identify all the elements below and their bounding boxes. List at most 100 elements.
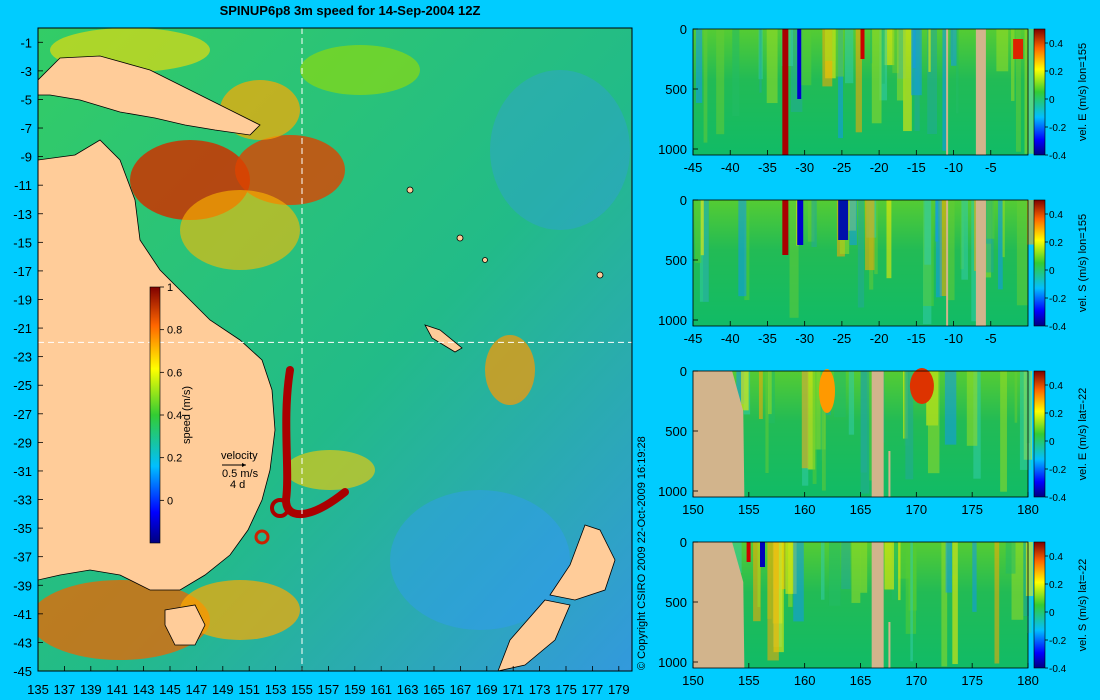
velocity-stripe	[1011, 29, 1015, 101]
map-x-tick-label: 161	[370, 682, 392, 697]
velocity-stripe	[952, 542, 958, 665]
velocity-stripe	[695, 200, 702, 263]
strong-jet	[860, 29, 865, 59]
velocity-stripe	[855, 29, 862, 133]
section-colorbar	[1033, 28, 1046, 156]
velocity-stripe	[828, 542, 841, 606]
velocity-stripe	[768, 371, 772, 415]
copyright-text: © Copyright CSIRO 2009 22-Oct-2009 16:19…	[636, 436, 648, 670]
land-mask	[888, 622, 891, 668]
map-y-tick-label: -15	[13, 235, 32, 250]
section-y-tick-label: 1000	[658, 313, 687, 328]
velocity-stripe	[793, 542, 804, 622]
section-y-tick-label: 0	[680, 22, 687, 37]
section-x-tick-label: -20	[870, 331, 889, 346]
section-x-tick-label: 160	[794, 673, 816, 688]
land-mask	[871, 542, 884, 668]
velocity-stripe	[955, 29, 959, 114]
map-x-tick-label: 141	[106, 682, 128, 697]
section-x-tick-label: -10	[944, 160, 963, 175]
land-mask	[871, 371, 884, 497]
section-x-tick-label: 175	[961, 502, 983, 517]
strong-jet	[760, 542, 765, 567]
map-x-axis: 135 137 139 141 143 145 147 149 151 153 155 157 159 1…	[27, 666, 630, 697]
section-panels: -45 -40 -35 -30 -25 -20 -15 -10 -5 0 500 1000 0.4 0.2…	[658, 22, 1089, 688]
map-y-tick-label: -5	[20, 92, 32, 107]
section-y-tick-label: 0	[680, 364, 687, 379]
velocity-stripe	[898, 542, 910, 579]
velocity-stripe	[996, 29, 1009, 72]
velocity-stripe	[753, 542, 761, 622]
strong-jet	[782, 200, 789, 255]
map-x-tick-label: 159	[344, 682, 366, 697]
velocity-stripe	[870, 29, 873, 64]
map-panel: 135 137 139 141 143 145 147 149 151 153 155 157 159 1…	[13, 27, 633, 697]
velocity-stripe	[910, 542, 913, 662]
strong-jet	[746, 542, 751, 562]
map-y-tick-label: -23	[13, 350, 32, 365]
section-x-tick-label: -20	[870, 160, 889, 175]
section-x-tick-label: -5	[985, 331, 997, 346]
map-x-tick-label: 157	[318, 682, 340, 697]
section-colorbar	[1033, 541, 1046, 669]
map-y-tick-label: -37	[13, 550, 32, 565]
velocity-stripe	[911, 29, 922, 96]
section-panel-2: -45 -40 -35 -30 -25 -20 -15 -10 -5 0 500 1000 0.4 0.2…	[658, 193, 1089, 346]
strong-jet	[838, 200, 849, 240]
map-y-tick-label: -21	[13, 321, 32, 336]
velocity-stripe	[815, 371, 826, 450]
map-y-tick-label: -17	[13, 264, 32, 279]
map-y-tick-label: -25	[13, 378, 32, 393]
velocity-stripe	[758, 371, 763, 420]
velocity-stripe	[951, 29, 957, 66]
section-colorbar-tick-label: -0.2	[1049, 465, 1067, 476]
section-y-tick-label: 1000	[658, 142, 687, 157]
strong-jet	[797, 200, 804, 245]
velocity-stripe	[927, 371, 940, 474]
velocity-stripe	[811, 200, 817, 248]
map-colorbar-tick-label: 0.2	[167, 453, 182, 465]
velocity-stripe	[848, 371, 855, 435]
section-x-tick-label: 150	[682, 502, 704, 517]
velocity-stripe	[998, 200, 1003, 290]
section-x-tick-label: 180	[1017, 673, 1039, 688]
section-colorbar-tick-label: 0.4	[1049, 210, 1063, 221]
map-colorbar-tick-label: 1	[167, 282, 173, 294]
section-colorbar-tick-label: -0.4	[1049, 322, 1067, 333]
map-x-tick-label: 175	[555, 682, 577, 697]
strong-jet	[819, 369, 835, 413]
section-colorbar-label: vel. E (m/s) lat=-22	[1077, 388, 1089, 481]
strong-jet	[909, 368, 934, 404]
map-colorbar-label: speed (m/s)	[181, 386, 193, 444]
section-x-tick-label: -40	[721, 160, 740, 175]
velocity-stripe	[821, 371, 826, 491]
strong-jet	[782, 29, 789, 155]
section-x-tick-label: 180	[1017, 502, 1039, 517]
velocity-stripe	[935, 200, 939, 242]
velocity-stripe	[865, 200, 875, 271]
section-x-tick-label: -25	[832, 160, 851, 175]
section-x-tick-label: -25	[832, 331, 851, 346]
arrow-head-icon	[242, 463, 246, 467]
section-colorbar-tick-label: 0	[1049, 266, 1055, 277]
section-y-tick-label: 500	[665, 595, 687, 610]
velocity-stripe	[1014, 371, 1018, 423]
velocity-stripe	[766, 29, 778, 104]
velocity-stripe	[903, 29, 912, 132]
velocity-stripe	[801, 371, 809, 469]
map-y-tick-label: -3	[20, 64, 32, 79]
section-x-tick-label: -35	[758, 331, 777, 346]
section-colorbar-tick-label: -0.4	[1049, 151, 1067, 162]
chart-title: SPINUP6p8 3m speed for 14-Sep-2004 12Z	[219, 3, 481, 18]
strong-jet	[1013, 39, 1024, 59]
velocity-stripe	[824, 29, 836, 61]
velocity-stripe	[835, 29, 844, 77]
section-colorbar	[1033, 370, 1046, 498]
map-y-tick-label: -31	[13, 464, 32, 479]
land-mask	[693, 542, 745, 668]
velocity-stripe	[871, 29, 882, 124]
velocity-stripe	[905, 371, 914, 480]
section-colorbar-tick-label: 0.4	[1049, 552, 1063, 563]
velocity-stripe	[800, 29, 812, 86]
section-panel-4: 150 155 160 165 170 175 180 0 500 1000 0.4 0.2 0 -0.2…	[658, 535, 1089, 688]
